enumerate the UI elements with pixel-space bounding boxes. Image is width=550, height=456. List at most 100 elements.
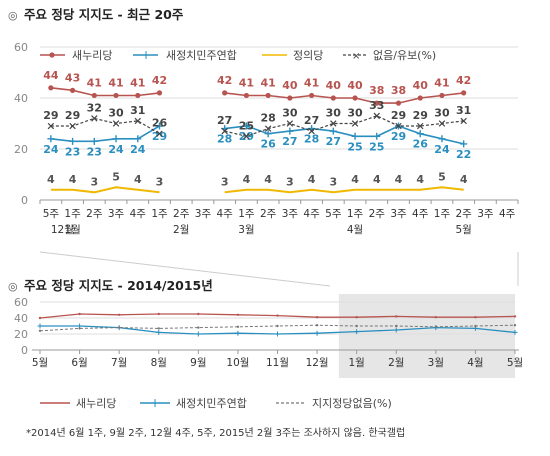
top-point-npad — [460, 140, 468, 148]
top-data-label-justice: 4 — [373, 173, 381, 186]
top-series-line-saenuri — [50, 87, 160, 97]
top-data-label-justice: 4 — [69, 173, 77, 186]
top-week-label: 3주 — [477, 208, 494, 220]
top-series-line-saenuri — [224, 92, 464, 104]
top-data-label-justice: 3 — [90, 175, 98, 188]
top-data-label-justice: 4 — [264, 173, 272, 186]
bottom-ytick-label: 40 — [14, 312, 28, 325]
bottom-month-label: 2월 — [388, 357, 404, 369]
top-data-label-saenuri: 43 — [65, 71, 80, 84]
top-data-label-none: 31 — [456, 104, 471, 117]
top-point-npad — [286, 127, 294, 135]
top-data-label-npad: 27 — [326, 135, 341, 148]
bottom-ytick-label: 60 — [14, 296, 28, 309]
bottom-point-npad — [235, 330, 241, 336]
top-week-label: 3주 — [390, 208, 407, 220]
top-data-label-none: 30 — [326, 107, 342, 120]
top-data-label-saenuri: 42 — [217, 74, 232, 87]
bottom-month-label: 1월 — [348, 357, 364, 369]
bottom-point-npad — [393, 327, 399, 333]
top-data-label-none: 29 — [43, 109, 58, 122]
top-point-saenuri — [417, 95, 423, 101]
top-point-none — [156, 130, 163, 137]
bottom-point-npad — [156, 329, 162, 335]
top-data-label-none: 26 — [152, 117, 168, 130]
top-point-npad — [112, 135, 120, 143]
bottom-shade-rect — [338, 294, 515, 378]
bottom-month-label: 5월 — [507, 357, 523, 369]
bottom-point-bottom_none — [78, 327, 81, 330]
top-data-label-none: 28 — [260, 112, 275, 125]
top-point-none — [286, 120, 294, 127]
bottom-month-label: 8월 — [151, 357, 167, 369]
bottom-point-saenuri — [315, 316, 319, 319]
top-series-line-justice — [50, 186, 160, 194]
legend-label-none: 없음/유보(%) — [373, 49, 436, 62]
bottom-point-npad — [275, 331, 280, 337]
bottom-month-label: 3월 — [428, 357, 444, 369]
top-week-label: 1주 — [64, 208, 81, 220]
bottom-point-bottom_none — [38, 329, 42, 332]
top-point-none — [395, 122, 402, 130]
bottom-point-saenuri — [474, 316, 477, 319]
top-data-label-saenuri: 38 — [369, 84, 384, 97]
top-point-npad — [47, 135, 55, 143]
top-data-label-npad: 27 — [282, 135, 297, 148]
bottom-month-label: 9월 — [190, 357, 206, 369]
top-week-label: 1주 — [434, 208, 451, 220]
top-month-label: 4월 — [347, 224, 363, 236]
top-data-label-npad: 24 — [130, 143, 146, 156]
top-week-label: 3주 — [108, 208, 125, 220]
top-point-none — [112, 120, 120, 127]
top-data-label-saenuri: 40 — [413, 79, 429, 92]
top-week-label: 2주 — [86, 208, 103, 220]
top-point-npad — [90, 137, 98, 145]
top-point-npad — [69, 137, 77, 145]
top-data-label-npad: 24 — [108, 143, 124, 156]
top-week-label: 4주 — [217, 208, 234, 220]
bottom-point-npad — [37, 323, 43, 329]
bottom-point-saenuri — [434, 316, 438, 319]
top-data-label-none: 27 — [217, 114, 232, 127]
top-data-label-npad: 22 — [456, 148, 471, 161]
top-week-label: 3주 — [195, 208, 212, 220]
bottom-point-saenuri — [117, 313, 121, 316]
top-week-label: 1주 — [238, 208, 255, 220]
top-data-label-saenuri: 44 — [43, 69, 59, 82]
top-week-label: 2주 — [456, 208, 473, 220]
top-data-label-none: 29 — [413, 109, 428, 122]
top-data-label-none: 30 — [282, 107, 298, 120]
top-data-label-justice: 3 — [156, 175, 164, 188]
footnote: *2014년 6월 1주, 9월 2주, 12월 4주, 5주, 2015년 2… — [26, 426, 405, 439]
top-data-label-npad: 29 — [152, 130, 167, 143]
top-data-label-saenuri: 38 — [391, 84, 406, 97]
bottom-point-saenuri — [395, 315, 398, 318]
bottom-month-label: 10월 — [226, 357, 249, 369]
top-point-none — [417, 122, 424, 130]
top-point-saenuri — [265, 92, 271, 99]
bottom-point-saenuri — [236, 313, 240, 316]
top-legend: 새누리당 + 새정치민주연합 정의당 × 없음/유보(%) — [40, 48, 436, 62]
top-point-saenuri — [308, 92, 315, 99]
top-point-npad — [351, 132, 359, 140]
top-data-label-npad: 24 — [434, 143, 450, 156]
bottom-point-saenuri — [513, 315, 517, 318]
top-week-label: 3주 — [282, 208, 299, 220]
top-data-label-justice: 4 — [47, 173, 55, 186]
top-point-saenuri — [330, 95, 336, 101]
bottom-month-label: 5월 — [32, 357, 48, 369]
top-data-label-none: 31 — [130, 104, 145, 117]
top-data-label-npad: 23 — [87, 145, 102, 158]
top-point-saenuri — [439, 92, 445, 99]
top-week-label: 2주 — [173, 208, 190, 220]
top-ytick-label: 0 — [21, 194, 28, 207]
top-data-label-justice: 3 — [286, 175, 294, 188]
bottom-point-npad — [314, 330, 320, 336]
bottom-point-npad — [195, 331, 201, 337]
bottom-point-bottom_none — [474, 324, 477, 328]
top-data-label-saenuri: 41 — [87, 76, 102, 89]
top-series-line-none — [224, 115, 464, 137]
top-data-label-npad: 28 — [217, 133, 232, 146]
top-data-label-npad: 25 — [369, 140, 384, 153]
